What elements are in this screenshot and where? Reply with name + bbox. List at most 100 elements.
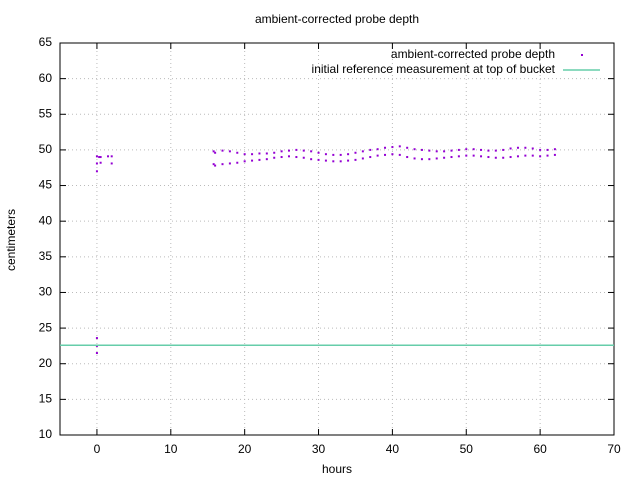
point — [398, 153, 401, 156]
point — [406, 146, 409, 149]
x-tick-label: 60 — [533, 442, 547, 456]
point — [391, 146, 394, 149]
point — [212, 150, 215, 153]
point — [428, 149, 431, 152]
point — [295, 156, 298, 159]
plot-frame — [59, 42, 615, 436]
point — [480, 148, 483, 151]
point — [480, 155, 483, 158]
point — [347, 159, 350, 162]
point — [95, 155, 98, 158]
point — [450, 149, 453, 152]
point — [251, 159, 254, 162]
point — [391, 153, 394, 156]
y-tick-label: 35 — [39, 249, 53, 263]
point — [302, 149, 305, 152]
point — [354, 151, 357, 154]
point — [413, 148, 416, 151]
point — [332, 153, 335, 156]
point — [435, 157, 438, 160]
point — [339, 160, 342, 163]
point — [457, 148, 460, 151]
point — [280, 156, 283, 159]
x-tick-label: 50 — [460, 442, 474, 456]
point — [228, 162, 231, 165]
point — [228, 150, 231, 153]
point — [516, 146, 519, 149]
point — [398, 145, 401, 148]
point — [212, 163, 215, 166]
y-tick-label: 65 — [39, 35, 53, 49]
point — [287, 149, 290, 152]
point — [265, 158, 268, 161]
point — [435, 150, 438, 153]
point — [369, 156, 372, 159]
point — [317, 151, 320, 154]
point — [251, 153, 254, 156]
point — [494, 149, 497, 152]
point — [354, 158, 357, 161]
point — [339, 153, 342, 156]
point — [472, 154, 475, 157]
x-tick-label: 20 — [238, 442, 252, 456]
point — [457, 155, 460, 158]
point — [509, 156, 512, 159]
point — [99, 156, 102, 159]
point — [110, 155, 113, 158]
point — [295, 148, 298, 151]
point — [310, 158, 313, 161]
y-tick-label: 55 — [39, 106, 53, 120]
point — [221, 163, 224, 166]
point — [539, 155, 542, 158]
point — [443, 156, 446, 159]
chart-title: ambient-corrected probe depth — [255, 12, 419, 26]
point — [509, 147, 512, 150]
point — [236, 161, 239, 164]
point — [280, 150, 283, 153]
point — [428, 158, 431, 161]
point — [420, 158, 423, 161]
y-tick-label: 15 — [39, 392, 53, 406]
y-tick-label: 30 — [39, 285, 53, 299]
point — [450, 156, 453, 159]
point — [465, 148, 468, 151]
point — [347, 153, 350, 156]
point — [524, 146, 527, 149]
point — [413, 157, 416, 160]
point — [443, 150, 446, 153]
point — [376, 148, 379, 151]
point — [287, 155, 290, 158]
point — [302, 156, 305, 159]
point — [553, 148, 556, 151]
point — [258, 158, 261, 161]
point — [502, 156, 505, 159]
point — [95, 170, 98, 173]
point — [531, 154, 534, 157]
y-tick-label: 25 — [39, 320, 53, 334]
point — [332, 160, 335, 163]
y-tick-label: 60 — [39, 71, 53, 85]
point — [107, 155, 110, 158]
point — [546, 148, 549, 151]
point — [494, 156, 497, 159]
point — [95, 352, 98, 355]
legend-swatch — [581, 54, 583, 56]
point — [361, 157, 364, 160]
point — [243, 153, 246, 156]
point — [243, 160, 246, 163]
point — [553, 153, 556, 156]
x-axis-label: hours — [322, 462, 352, 476]
point — [110, 162, 113, 165]
point — [502, 148, 505, 151]
y-axis-label: centimeters — [4, 209, 18, 271]
legend-label: ambient-corrected probe depth — [391, 47, 555, 61]
point — [310, 150, 313, 153]
point — [384, 153, 387, 156]
legend-label: initial reference measurement at top of … — [312, 62, 556, 76]
point — [376, 154, 379, 157]
point — [214, 151, 217, 154]
point — [524, 154, 527, 157]
point — [516, 155, 519, 158]
